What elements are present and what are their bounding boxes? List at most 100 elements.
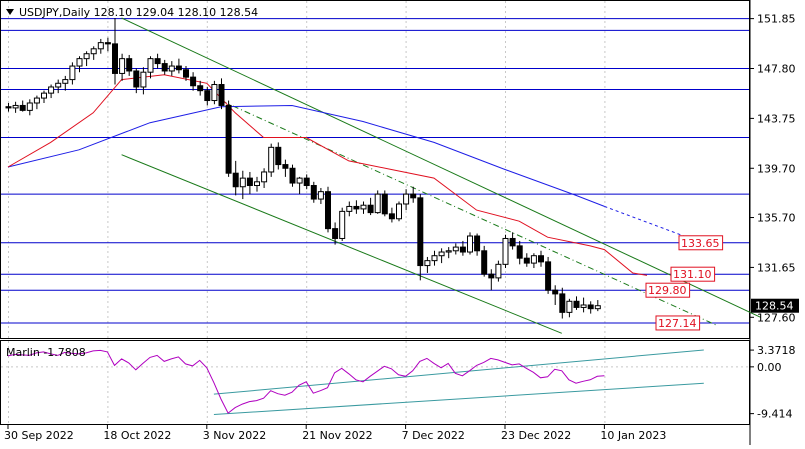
candle-bullish xyxy=(566,300,573,313)
price-axis-label: 143.75 xyxy=(757,112,796,125)
time-axis-label: 3 Nov 2022 xyxy=(203,429,266,442)
price-axis-label: 139.70 xyxy=(757,162,796,175)
indicator-axis-label: 0.00 xyxy=(757,361,782,374)
candle-bearish xyxy=(488,273,495,279)
candle-bullish xyxy=(140,71,147,88)
level-label-text: 131.10 xyxy=(673,268,712,281)
indicator-plot-frame xyxy=(0,340,750,425)
candle-bullish xyxy=(69,65,76,81)
dropdown-arrow-icon[interactable] xyxy=(6,9,14,15)
level-label-text: 133.65 xyxy=(681,237,720,250)
marlin-line xyxy=(7,349,605,414)
candle-bearish xyxy=(197,85,204,92)
candle-bearish xyxy=(332,228,339,239)
candle-bearish xyxy=(282,164,289,169)
candle-bearish xyxy=(183,69,189,78)
candle-bullish xyxy=(374,193,381,214)
candle-bearish xyxy=(303,177,310,187)
candle-bullish xyxy=(445,250,452,253)
marlin-indicator-layer: 3.3718 0.00 -9.414 xyxy=(7,344,796,421)
candle-bullish xyxy=(41,92,47,99)
candle-bullish xyxy=(239,177,246,188)
candle-bearish xyxy=(289,167,296,184)
candle-bullish xyxy=(26,102,33,111)
level-label-text: 127.14 xyxy=(658,317,697,330)
candle-bullish xyxy=(62,79,69,84)
time-axis-label: 23 Dec 2022 xyxy=(501,429,571,442)
grid-layer xyxy=(1,1,749,424)
candle-bearish xyxy=(367,204,374,214)
current-price-box xyxy=(751,298,799,313)
candle-bullish xyxy=(339,210,346,239)
candle-bearish xyxy=(225,104,232,174)
candle-bullish xyxy=(55,82,62,88)
main-plot-frame xyxy=(0,0,750,339)
candle-bearish xyxy=(19,104,26,111)
candle-bearish xyxy=(325,191,331,230)
candle-bullish xyxy=(90,48,97,55)
indicator-axis-label: 3.3718 xyxy=(757,344,796,357)
candle-bearish xyxy=(509,237,516,247)
candle-bullish xyxy=(360,204,367,210)
candle-bearish xyxy=(232,172,239,188)
candle-bearish xyxy=(126,58,133,72)
candle-bullish xyxy=(346,205,353,212)
candle-bearish xyxy=(381,193,388,215)
symbol-header: USDJPY,Daily 128.10 129.04 128.10 128.54 xyxy=(19,6,258,19)
level-label-box xyxy=(670,266,716,282)
candle-bullish xyxy=(594,305,601,310)
candle-bullish xyxy=(33,97,40,104)
candle-bullish xyxy=(431,255,438,262)
candle-bullish xyxy=(424,260,431,267)
candle-bullish xyxy=(261,171,268,183)
candle-bullish xyxy=(396,203,402,220)
candle-bullish xyxy=(495,263,502,279)
level-label-box xyxy=(655,315,701,331)
candle-bullish xyxy=(467,235,473,253)
candle-bearish xyxy=(516,245,523,259)
moving-average-slow xyxy=(7,104,605,207)
price-axis-label: 131.65 xyxy=(757,261,796,274)
marlin-label: Marlin -1.7808 xyxy=(6,346,86,359)
price-axis-label: 135.70 xyxy=(757,212,796,225)
candle-bullish xyxy=(530,255,537,264)
channel-line xyxy=(121,154,562,334)
time-axis-label: 10 Jan 2023 xyxy=(600,429,666,442)
candle-bearish xyxy=(161,63,168,72)
marlin-channel-line xyxy=(213,382,704,416)
candle-bullish xyxy=(296,177,303,184)
candle-bullish xyxy=(211,84,218,102)
candle-bearish xyxy=(388,213,395,220)
candle-bearish xyxy=(552,289,559,295)
candle-bearish xyxy=(112,43,118,74)
channel-line xyxy=(121,17,761,318)
candle-bearish xyxy=(246,177,253,187)
indicator-axis-label: -9.414 xyxy=(757,408,792,421)
time-axis-label: 18 Oct 2022 xyxy=(103,429,171,442)
candle-bullish xyxy=(317,191,324,200)
candle-bullish xyxy=(48,86,55,94)
candle-bearish xyxy=(190,76,197,87)
candle-bullish xyxy=(76,58,83,67)
current-price-label: 128.54 xyxy=(755,300,794,313)
level-lines-layer xyxy=(1,18,749,324)
level-label-text: 129.80 xyxy=(648,284,687,297)
candle-bearish xyxy=(573,300,580,308)
candle-bullish xyxy=(97,42,104,50)
time-axis: 30 Sep 2022 18 Oct 2022 3 Nov 2022 21 Nov 2… xyxy=(4,425,666,442)
candle-bullish xyxy=(502,237,509,265)
price-axis-label: 127.60 xyxy=(757,311,796,324)
candle-bearish xyxy=(410,193,417,199)
price-axis: 151.85 147.80 143.75 139.70 135.70 131.65 127.… xyxy=(750,13,799,324)
candle-bullish xyxy=(168,65,175,72)
price-axis-label: 147.80 xyxy=(757,63,796,76)
candle-bullish xyxy=(403,193,410,205)
candle-bearish xyxy=(175,65,182,71)
candle-bearish xyxy=(275,146,282,166)
channel-lines-layer xyxy=(121,17,761,334)
candle-bearish xyxy=(523,257,530,264)
price-axis-label: 151.85 xyxy=(757,13,796,26)
level-label-box xyxy=(678,235,724,251)
